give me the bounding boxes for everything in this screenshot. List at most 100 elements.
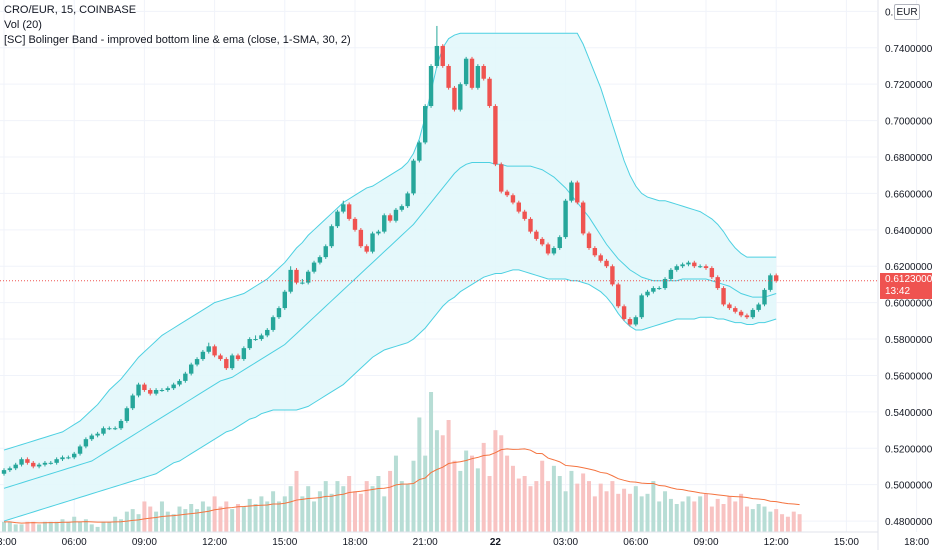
candle-body [440,45,445,66]
candle-body [774,275,779,281]
candle-body [270,317,276,330]
candle-body [569,182,574,201]
volume-bar [528,486,533,532]
volume-bar [481,442,486,532]
volume-bar [692,501,697,532]
candle-body [668,269,674,279]
volume-bar [25,521,30,532]
candle-body [311,262,317,272]
volume-bar [785,516,790,532]
volume-bar [113,516,118,532]
candle-body [762,289,767,305]
time-tick-label: 03:00 [553,537,578,548]
volume-bar [95,526,100,532]
candle-body [54,459,59,463]
candle-body [452,87,457,110]
candle-body [692,262,697,267]
volume-bar [780,514,785,532]
volume-bar [83,519,88,532]
candle-body [112,428,118,430]
candle-body [621,306,627,320]
volume-bar [452,460,457,532]
volume-bar [774,509,779,532]
volume-ma-line [4,448,800,524]
candle-body [633,317,638,325]
volume-label: Vol (20) [4,19,42,31]
candle-body [165,388,170,391]
candle-body [417,142,422,161]
candle-body [194,359,200,365]
candle-body [733,308,738,312]
volume-bar [534,481,539,532]
volume-bar [540,460,545,532]
volume-bar [429,392,434,532]
candle-body [276,308,282,318]
time-tick-label: 12:00 [764,537,789,548]
volume-bar [575,483,580,532]
candle-body [674,266,679,270]
candle-body [768,275,773,290]
volume-bar [171,514,176,532]
candle-body [493,106,498,165]
candle-body [458,84,463,110]
candle-body [142,384,147,391]
candle-body [604,260,609,267]
currency-button[interactable]: EUR [894,4,920,20]
time-tick-label: 09:00 [693,537,718,548]
candle-body [382,215,387,232]
candle-body [72,453,77,458]
volume-bar [610,481,615,532]
candle-body [358,229,364,247]
candle-body [247,339,252,349]
volume-bar [417,417,422,532]
volume-bar [154,511,159,532]
candle-body [610,266,615,285]
candle-body [148,390,153,394]
candle-body [645,291,650,296]
candle-body [721,288,726,305]
bollinger-basis-line [3,161,777,489]
current-price-value: 0.61230000 [885,273,932,285]
volume-bar [165,511,170,532]
volume-bar [464,450,469,532]
candle-body [405,193,410,207]
candle-body [703,266,709,269]
candle-body [499,164,504,192]
price-tick-label: 0.7 [885,7,899,18]
volume-bar [31,521,36,532]
candle-body [463,58,469,85]
candle-body [516,202,521,212]
candle-body [101,428,106,434]
candle-body [522,211,527,219]
volume-bar [686,496,691,532]
volume-bar [107,521,112,532]
volume-bar [522,476,527,532]
volume-bar [376,476,381,532]
time-tick-label: 06:00 [623,537,648,548]
volume-bar [78,521,83,532]
candle-body [300,282,305,284]
symbol-label: CRO/EUR, 15, COINBASE [4,4,137,16]
volume-bar [317,491,322,532]
volume-bar [546,481,551,532]
candle-body [224,359,229,369]
volume-bar [487,476,492,532]
volume-bar [124,511,129,532]
volume-bar [750,509,755,532]
volume-bar [598,483,603,532]
candle-body [563,200,568,238]
candle-body [42,462,48,465]
volume-bar [411,460,416,532]
volume-bar [680,501,685,532]
volume-bar [177,506,182,532]
bollinger-upper-line [3,32,777,451]
time-tick-label: 21:00 [413,537,438,548]
volume-bar [440,435,445,532]
candle-body [639,295,644,318]
candle-body [153,390,159,394]
